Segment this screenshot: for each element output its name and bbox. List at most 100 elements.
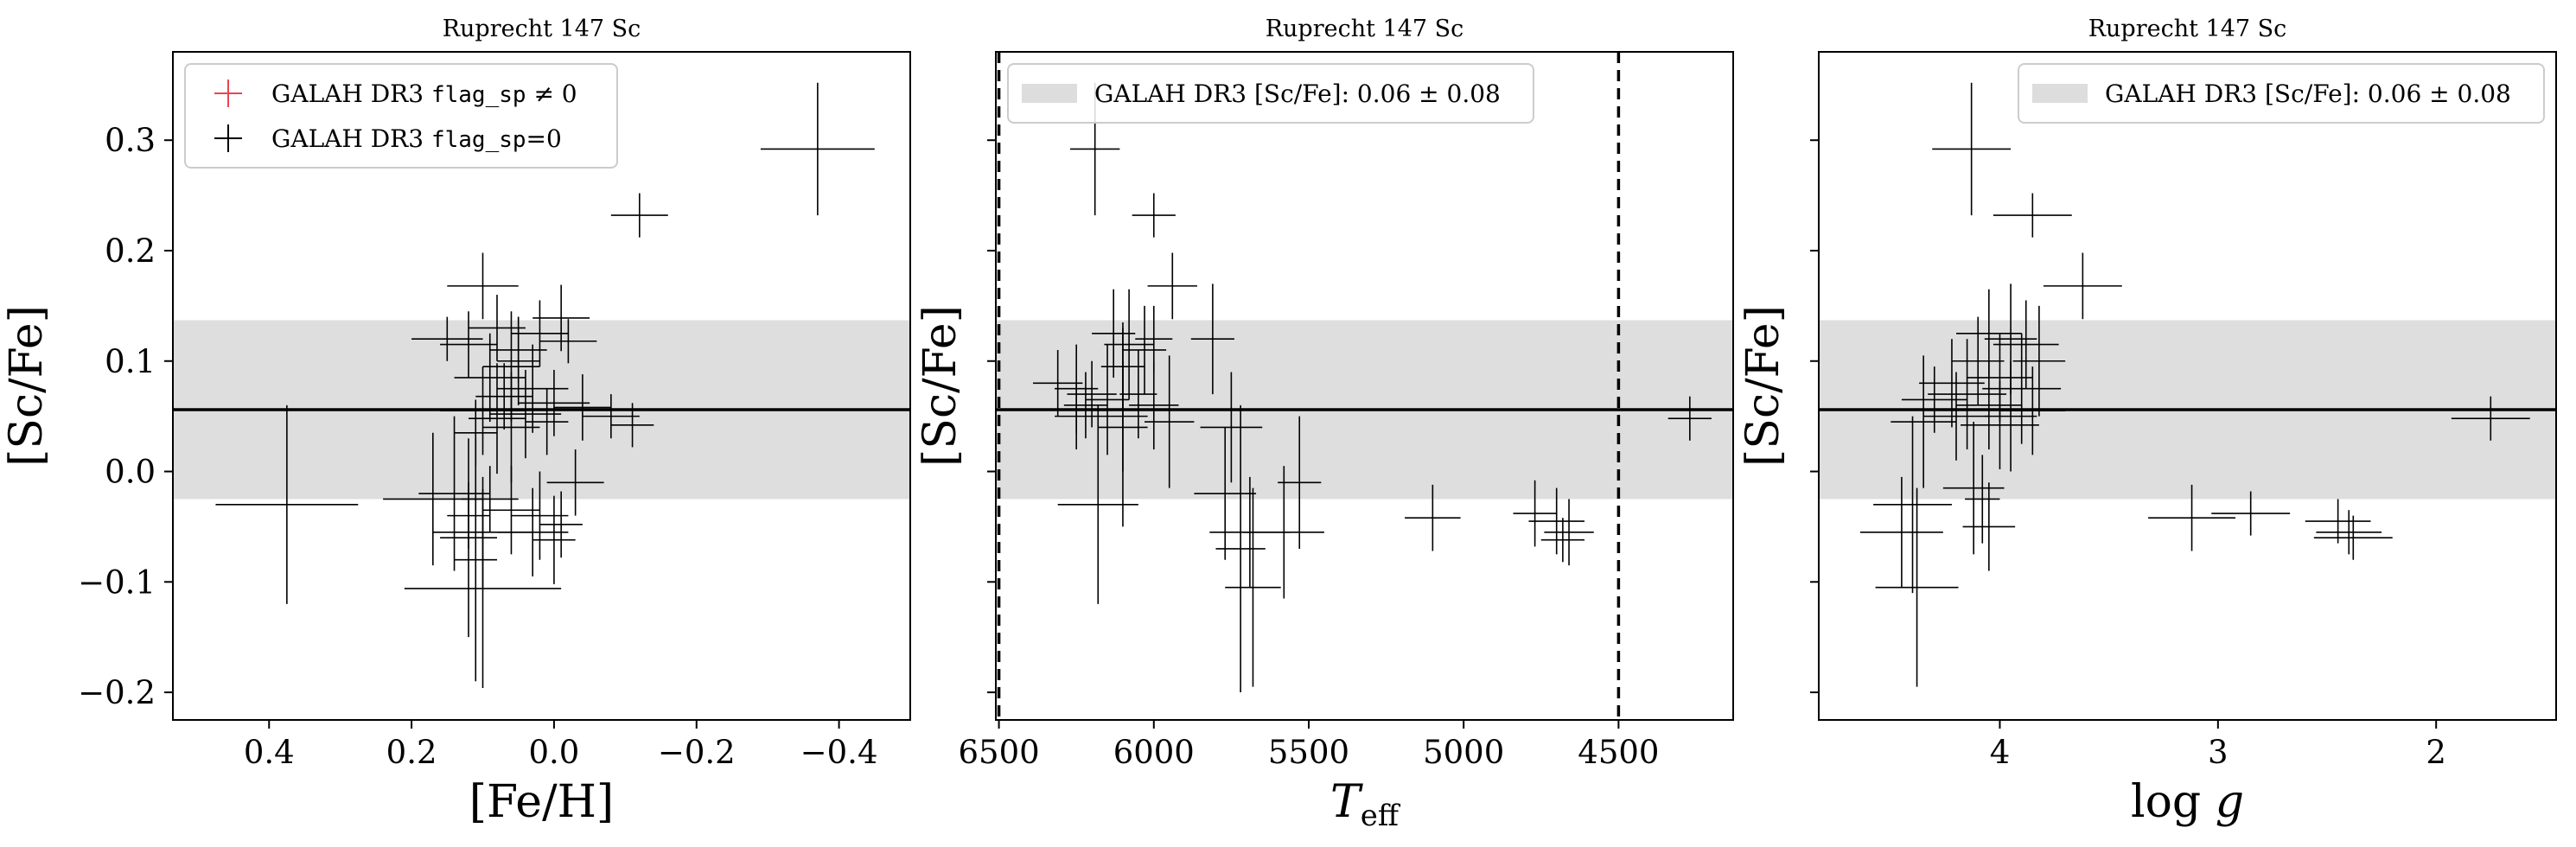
data-point	[1098, 328, 1148, 527]
panel-1: 0.4 0.2 0.0 −0.2 −0.4 −0.2 −0.1 0.0 0.1 0.2 0.3 Rup…	[1, 16, 911, 828]
data-point	[1104, 289, 1154, 400]
x-tick-label: 0.4	[244, 734, 295, 771]
data-point	[1063, 372, 1108, 439]
data-point	[511, 471, 569, 560]
x-tick-label: 5000	[1423, 734, 1504, 771]
data-point	[1092, 289, 1136, 378]
data-point	[760, 82, 875, 216]
x-tick-label: 2	[2426, 734, 2446, 771]
legend: GALAH DR3 [Sc/Fe]: 0.06 ± 0.08	[1007, 63, 1534, 124]
data-point	[469, 363, 526, 474]
data-point	[440, 311, 497, 378]
x-axis-label: Teff	[1330, 776, 1401, 833]
data-point	[539, 319, 597, 364]
data-point	[440, 438, 497, 638]
data-point	[1190, 283, 1234, 395]
x-axis-label: log g	[2131, 776, 2244, 828]
data-point	[1993, 300, 2059, 389]
data-point	[1057, 404, 1138, 604]
data-point	[1984, 360, 2037, 472]
data-point	[1033, 349, 1083, 417]
data-point	[1225, 487, 1281, 687]
legend-label: GALAH DR3 [Sc/Fe]: 0.06 ± 0.08	[1094, 80, 1501, 108]
legend-marker	[214, 80, 242, 107]
data-point	[532, 284, 590, 352]
data-point	[2148, 484, 2236, 551]
x-axis-label: [Fe/H]	[469, 776, 614, 828]
y-tick-label: 0.2	[105, 232, 156, 270]
data-point	[1200, 372, 1263, 483]
data-point	[532, 495, 576, 584]
y-axis-label: [Sc/Fe]	[1738, 305, 1789, 467]
panel-title: Ruprecht 147 Sc	[443, 16, 641, 42]
y-tick-label: 0.3	[105, 122, 156, 159]
panel-title: Ruprecht 147 Sc	[2088, 16, 2287, 42]
legend-patch	[1022, 84, 1077, 103]
data-point	[1528, 487, 1584, 555]
y-tick-label: 0.1	[105, 343, 156, 380]
y-tick-label: −0.1	[78, 564, 156, 601]
data-point	[461, 466, 519, 532]
data-point	[1932, 82, 2012, 216]
data-point	[1278, 416, 1322, 549]
data-point	[2305, 499, 2371, 544]
data-point	[1055, 383, 1099, 449]
data-point	[1859, 476, 1943, 588]
data-point	[2043, 252, 2122, 320]
data-point	[432, 476, 533, 588]
data-point	[1965, 455, 2000, 544]
panel-2: 6500 6000 5500 5000 4500 Ruprecht 147 Sc Teff […	[915, 16, 1734, 833]
x-tick-label: 6000	[1113, 734, 1195, 771]
data-point	[411, 316, 483, 361]
data-point	[1923, 372, 1989, 461]
legend: GALAH DR3 flag_sp ≠ 0 GALAH DR3 flag_sp=0	[184, 63, 618, 169]
data-point	[553, 374, 611, 441]
data-point	[1085, 344, 1130, 455]
data-point	[1942, 422, 2005, 555]
legend-label: GALAH DR3 [Sc/Fe]: 0.06 ± 0.08	[2105, 80, 2511, 108]
data-point	[1875, 487, 1959, 687]
data-point	[2211, 491, 2291, 536]
data-point	[482, 466, 540, 555]
data-point	[539, 491, 583, 558]
data-point	[418, 416, 490, 571]
y-axis-label: [Sc/Fe]	[1, 305, 53, 467]
x-tick-label: 0.2	[386, 734, 437, 771]
data-point	[1928, 339, 2007, 449]
data-point	[454, 333, 526, 423]
data-point	[1544, 499, 1594, 566]
axes-frame	[995, 51, 1734, 721]
x-tick-label: 4	[1990, 734, 2011, 771]
data-point	[582, 394, 640, 439]
data-point	[2313, 515, 2393, 560]
legend: GALAH DR3 [Sc/Fe]: 0.06 ± 0.08	[2018, 63, 2545, 124]
data-point	[1145, 355, 1195, 488]
data-point	[1891, 355, 1956, 488]
data-point	[1215, 404, 1266, 693]
x-tick-label: −0.4	[800, 734, 878, 771]
panel-3: 4 3 2 Ruprecht 147 Sc log g [Sc/Fe] GALAH DR3 …	[1738, 16, 2557, 828]
data-point	[511, 300, 569, 367]
legend-frame	[184, 63, 618, 169]
legend-label: GALAH DR3 flag_sp ≠ 0	[271, 80, 577, 108]
data-point	[1962, 482, 2016, 571]
data-point	[1129, 360, 1179, 449]
y-tick-label: −0.2	[78, 674, 156, 711]
x-tick-label: 3	[2208, 734, 2228, 771]
data-point	[2451, 396, 2530, 441]
x-tick-label: 5500	[1268, 734, 1349, 771]
data-point	[454, 438, 497, 682]
data-point	[1513, 480, 1557, 547]
data-point	[546, 449, 604, 516]
legend-patch	[2032, 84, 2088, 103]
x-tick-label: −0.2	[658, 734, 736, 771]
data-point	[525, 388, 569, 455]
data-point	[1993, 193, 2072, 238]
data-point	[1132, 193, 1176, 238]
data-point	[482, 372, 540, 483]
panel-title: Ruprecht 147 Sc	[1266, 16, 1464, 42]
data-points	[1033, 82, 1712, 693]
data-point	[447, 252, 519, 320]
data-point	[1540, 518, 1584, 563]
data-point	[1919, 339, 1985, 428]
